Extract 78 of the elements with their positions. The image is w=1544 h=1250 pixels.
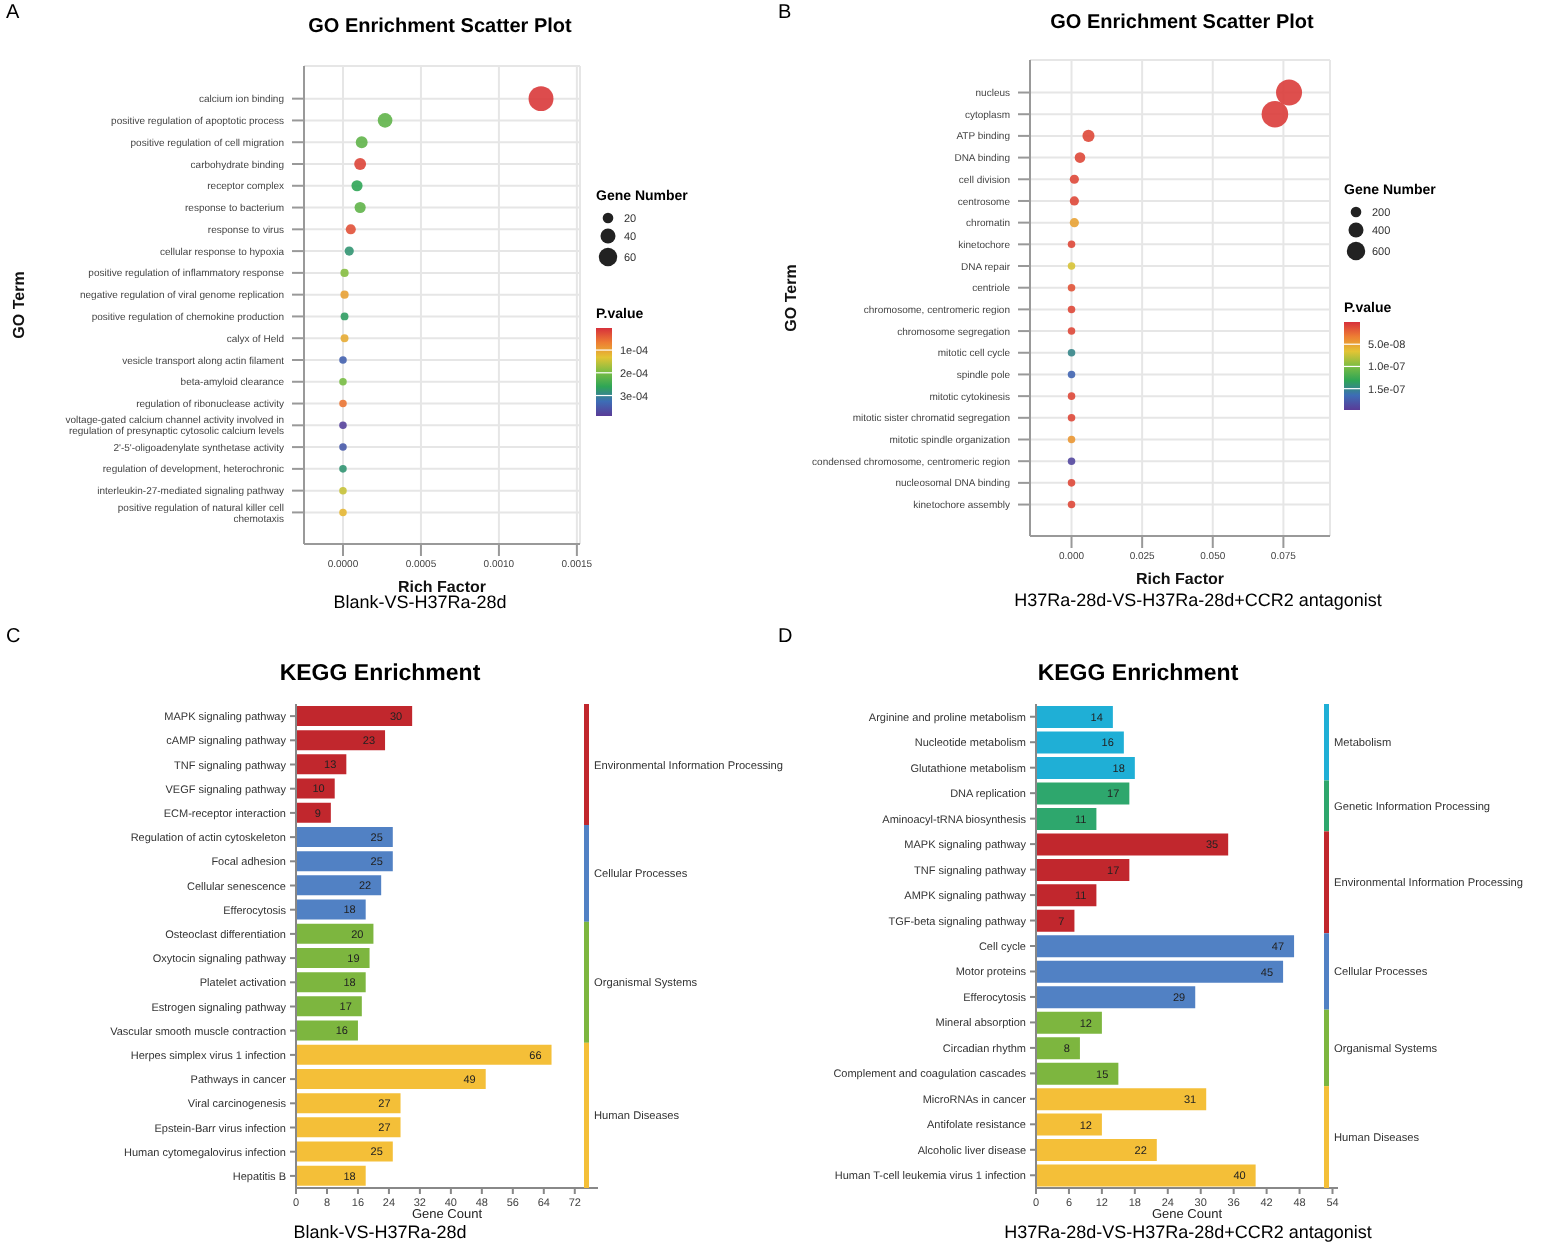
point [1067, 414, 1076, 422]
text: H37Ra-28d-VS-H37Ra-28d+CCR2 antagonist [1004, 1222, 1372, 1242]
bar [296, 1044, 552, 1065]
bar [1036, 706, 1113, 729]
point [1074, 152, 1086, 163]
point [339, 486, 347, 495]
bar [296, 778, 335, 799]
point [1067, 392, 1076, 400]
chart-title: KEGG Enrichment [279, 662, 481, 686]
point [1067, 500, 1076, 509]
bar [296, 826, 393, 847]
bar [296, 1165, 366, 1186]
bar [296, 802, 331, 823]
text: Blank-VS-H37Ra-28d [293, 1222, 467, 1242]
point [1067, 240, 1076, 249]
point [1067, 327, 1076, 335]
point [351, 180, 363, 192]
point [345, 224, 356, 235]
x-axis-title: Rich Factor [397, 578, 487, 596]
bar [296, 947, 370, 968]
bar [296, 996, 362, 1017]
bar [1036, 935, 1295, 958]
bar [296, 1141, 393, 1162]
point [1069, 196, 1079, 206]
point [339, 421, 347, 430]
y-axis-title: GO Term [781, 264, 800, 332]
bar [296, 875, 382, 896]
bar [296, 754, 347, 775]
x-axis-title: Rich Factor [1135, 570, 1225, 588]
point [339, 399, 347, 408]
point [1067, 283, 1076, 292]
point [1067, 305, 1076, 314]
bar [296, 1117, 401, 1138]
point [340, 268, 349, 277]
point [339, 443, 347, 451]
point [339, 378, 347, 386]
chart-title: KEGG Enrichment [1037, 662, 1239, 686]
bar [1036, 782, 1130, 805]
bar [296, 851, 393, 872]
point [1067, 349, 1076, 357]
text: A [6, 2, 20, 24]
text: Blank-VS-H37Ra-28d [333, 592, 507, 612]
point [339, 465, 347, 473]
bar [1036, 909, 1075, 932]
point [339, 356, 347, 364]
bar [296, 899, 366, 920]
point [340, 290, 349, 299]
bar [296, 705, 413, 726]
point [339, 508, 347, 517]
point [340, 312, 349, 321]
text: B [778, 2, 792, 24]
bar [296, 1020, 358, 1041]
text: D [778, 626, 793, 648]
bar [296, 730, 386, 751]
chart-title: GO Enrichment Scatter Plot [308, 16, 572, 38]
bar [296, 1068, 486, 1089]
point [1067, 457, 1076, 465]
point [1067, 262, 1076, 270]
point [1067, 435, 1076, 444]
text: C [6, 626, 21, 648]
point [1067, 370, 1076, 379]
bar [296, 923, 374, 944]
text: H37Ra-28d-VS-H37Ra-28d+CCR2 antagonist [1014, 590, 1382, 610]
bar [296, 1093, 401, 1114]
bar [296, 972, 366, 993]
y-axis-title: GO Term [9, 271, 28, 339]
bar [1036, 807, 1097, 830]
point [1069, 174, 1079, 184]
bar [1036, 1062, 1119, 1085]
point [1067, 479, 1076, 487]
bar [1036, 1164, 1256, 1187]
point [1069, 218, 1079, 228]
chart-title: GO Enrichment Scatter Plot [1050, 12, 1314, 34]
bar [1036, 1088, 1207, 1111]
point [354, 158, 367, 170]
bar [1036, 833, 1229, 856]
point [344, 246, 354, 256]
point [340, 334, 349, 343]
